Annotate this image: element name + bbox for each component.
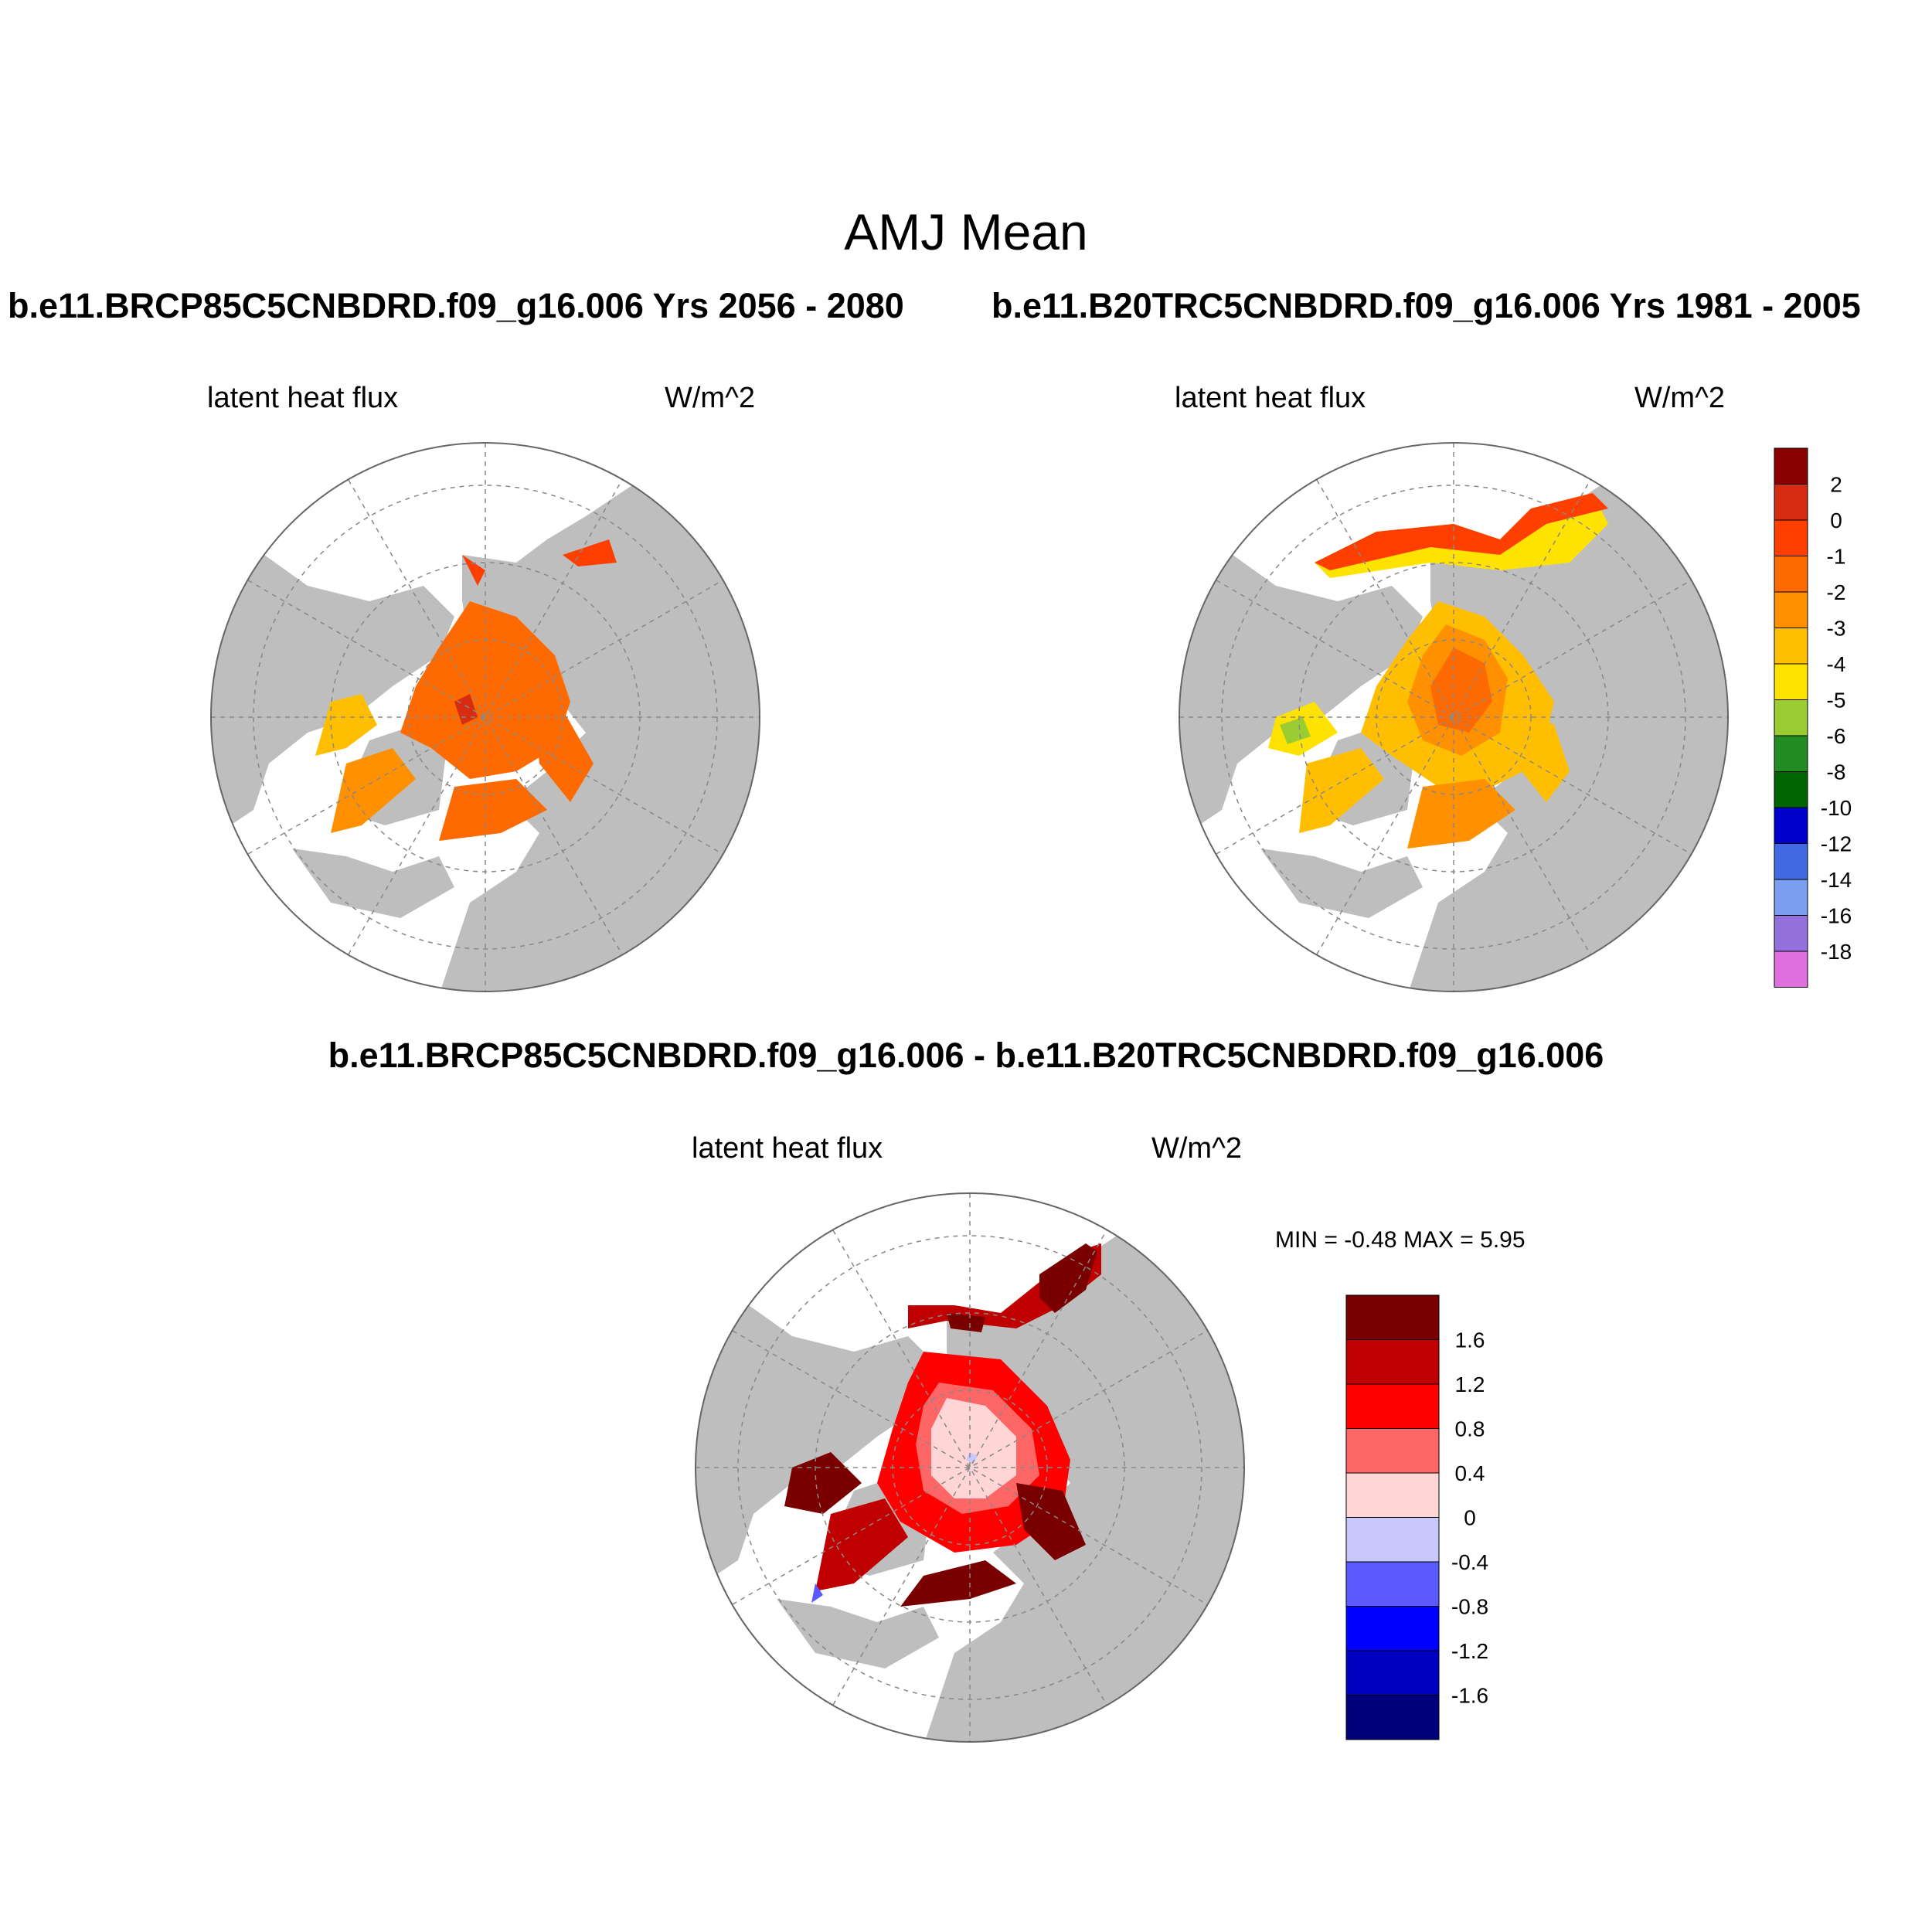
- diff-colorbar-label-5: -0.4: [1451, 1550, 1488, 1574]
- diff-colorbar: 1.6 1.2 0.8 0.4 0 -0.4 -0.8 -1.2 -1.6: [1345, 1294, 1488, 1740]
- abs-colorbar-label-4: -3: [1827, 617, 1846, 641]
- graticule: [696, 1193, 1244, 1742]
- diff-colorbar-label-1: 1.2: [1455, 1372, 1485, 1396]
- min-value: -0.48: [1344, 1227, 1397, 1253]
- abs-colorbar: 2 0 -1 -2 -3 -4 -5 -6 -8 -10 -12 -14 -16 -18: [1774, 447, 1852, 988]
- min-label: MIN =: [1275, 1227, 1338, 1253]
- abs-colorbar-label-7: -6: [1827, 724, 1846, 748]
- sea-ice-flux-field: [1268, 493, 1608, 849]
- hist-polar-map: [1179, 442, 1729, 992]
- abs-colorbar-box-13: [1774, 915, 1808, 952]
- abs-colorbar-label-1: 0: [1830, 509, 1842, 532]
- diff-colorbar-box-4: [1345, 1472, 1440, 1518]
- diff-colorbar-box-3: [1345, 1428, 1440, 1474]
- hist-case-title: b.e11.B20TRC5CNBDRD.f09_g16.006 Yrs 1981…: [992, 286, 1861, 325]
- abs-colorbar-label-0: 2: [1830, 473, 1842, 497]
- diff-min-max: MIN = -0.48 MAX = 5.95: [1275, 1227, 1526, 1253]
- abs-colorbar-label-10: -12: [1821, 832, 1852, 856]
- graticule: [211, 443, 760, 992]
- diff-polar-map: [695, 1192, 1245, 1743]
- abs-colorbar-box-6: [1774, 663, 1808, 700]
- map-border: [210, 442, 760, 992]
- abs-colorbar-label-3: -2: [1827, 580, 1846, 604]
- abs-colorbar-box-12: [1774, 879, 1808, 916]
- abs-colorbar-label-12: -16: [1821, 904, 1852, 928]
- abs-colorbar-box-2: [1774, 519, 1808, 556]
- diff-units-label: W/m^2: [1151, 1132, 1243, 1165]
- diff-colorbar-box-6: [1345, 1561, 1440, 1607]
- diff-colorbar-box-1: [1345, 1339, 1440, 1385]
- diff-colorbar-label-3: 0.4: [1455, 1461, 1485, 1485]
- abs-colorbar-label-6: -5: [1827, 689, 1846, 713]
- abs-colorbar-box-1: [1774, 484, 1808, 521]
- abs-colorbar-box-7: [1774, 699, 1808, 736]
- abs-colorbar-box-3: [1774, 556, 1808, 593]
- abs-colorbar-label-5: -4: [1827, 652, 1846, 676]
- abs-colorbar-label-13: -18: [1821, 940, 1852, 964]
- map-border: [1179, 442, 1729, 992]
- diff-colorbar-box-2: [1345, 1383, 1440, 1429]
- abs-colorbar-box-0: [1774, 447, 1808, 485]
- diff-case-title: b.e11.BRCP85C5CNBDRD.f09_g16.006 - b.e11…: [328, 1036, 1604, 1075]
- diff-colorbar-box-8: [1345, 1650, 1440, 1696]
- abs-colorbar-label-11: -14: [1821, 868, 1852, 892]
- diff-variable-label: latent heat flux: [692, 1132, 883, 1165]
- future-variable-label: latent heat flux: [207, 382, 399, 414]
- diff-colorbar-label-6: -0.8: [1451, 1595, 1488, 1619]
- abs-colorbar-label-9: -10: [1821, 796, 1852, 820]
- abs-colorbar-box-11: [1774, 843, 1808, 880]
- diff-colorbar-label-8: -1.6: [1451, 1684, 1488, 1708]
- map-border: [695, 1192, 1245, 1743]
- abs-colorbar-label-8: -8: [1827, 760, 1846, 784]
- abs-colorbar-box-8: [1774, 735, 1808, 772]
- diff-colorbar-label-4: 0: [1464, 1506, 1476, 1530]
- diff-colorbar-box-0: [1345, 1294, 1440, 1340]
- diff-colorbar-label-0: 1.6: [1455, 1328, 1485, 1352]
- graticule: [1179, 443, 1728, 992]
- abs-colorbar-box-4: [1774, 591, 1808, 628]
- diff-colorbar-box-9: [1345, 1695, 1440, 1740]
- max-label: MAX =: [1403, 1227, 1474, 1253]
- diff-colorbar-label-2: 0.8: [1455, 1417, 1485, 1441]
- diff-colorbar-box-5: [1345, 1517, 1440, 1563]
- diff-colorbar-box-7: [1345, 1606, 1440, 1651]
- abs-colorbar-box-5: [1774, 628, 1808, 665]
- abs-colorbar-label-2: -1: [1827, 545, 1846, 569]
- abs-colorbar-box-10: [1774, 807, 1808, 844]
- hist-units-label: W/m^2: [1634, 382, 1726, 414]
- abs-colorbar-box-9: [1774, 771, 1808, 808]
- future-polar-map: [210, 442, 760, 992]
- abs-colorbar-box-14: [1774, 951, 1808, 988]
- future-units-label: W/m^2: [665, 382, 756, 414]
- diff-colorbar-label-7: -1.2: [1451, 1639, 1488, 1663]
- future-case-title: b.e11.BRCP85C5CNBDRD.f09_g16.006 Yrs 205…: [8, 286, 904, 325]
- max-value: 5.95: [1480, 1227, 1526, 1253]
- figure-title: AMJ Mean: [844, 203, 1088, 260]
- hist-variable-label: latent heat flux: [1175, 382, 1366, 414]
